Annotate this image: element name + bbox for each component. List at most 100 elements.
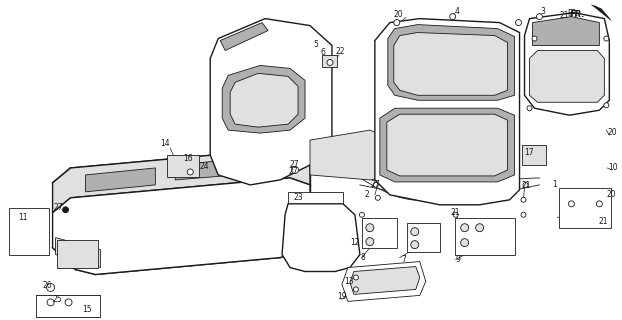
- Text: 1: 1: [552, 180, 557, 189]
- Text: 20: 20: [608, 128, 617, 137]
- Text: 20: 20: [606, 190, 616, 199]
- Circle shape: [461, 239, 468, 247]
- Polygon shape: [230, 73, 298, 127]
- Polygon shape: [529, 51, 605, 102]
- Polygon shape: [9, 208, 49, 255]
- FancyBboxPatch shape: [167, 155, 199, 177]
- Circle shape: [521, 197, 526, 202]
- Polygon shape: [407, 223, 440, 252]
- Circle shape: [450, 14, 456, 20]
- Polygon shape: [394, 33, 508, 95]
- Text: 21: 21: [598, 217, 608, 226]
- Circle shape: [532, 36, 537, 41]
- FancyBboxPatch shape: [288, 192, 343, 204]
- Text: 11: 11: [18, 213, 27, 222]
- Text: FR.: FR.: [567, 9, 579, 18]
- Circle shape: [366, 238, 374, 246]
- Text: 16: 16: [183, 154, 193, 163]
- Polygon shape: [310, 130, 395, 180]
- Polygon shape: [222, 65, 305, 133]
- Text: 21: 21: [522, 181, 531, 190]
- Circle shape: [527, 106, 532, 111]
- Text: 6: 6: [320, 48, 325, 57]
- Text: 3: 3: [540, 7, 545, 16]
- Text: 12: 12: [350, 238, 360, 247]
- Circle shape: [411, 228, 419, 236]
- Polygon shape: [532, 17, 600, 45]
- Circle shape: [604, 103, 609, 108]
- Circle shape: [569, 201, 574, 207]
- Circle shape: [394, 20, 400, 26]
- Text: 19: 19: [337, 292, 346, 301]
- Polygon shape: [592, 5, 611, 20]
- Circle shape: [353, 287, 358, 292]
- Polygon shape: [388, 25, 514, 100]
- Circle shape: [523, 182, 528, 188]
- Text: 20: 20: [394, 10, 404, 19]
- Text: FR.: FR.: [570, 10, 585, 19]
- Polygon shape: [342, 261, 425, 301]
- FancyBboxPatch shape: [559, 188, 611, 228]
- Polygon shape: [380, 108, 514, 182]
- Circle shape: [65, 299, 72, 306]
- Circle shape: [537, 14, 542, 20]
- Circle shape: [375, 195, 380, 200]
- Text: 23: 23: [293, 193, 303, 202]
- Text: 22: 22: [335, 47, 345, 56]
- Circle shape: [476, 224, 484, 232]
- Polygon shape: [85, 168, 156, 192]
- Circle shape: [366, 224, 374, 232]
- Circle shape: [360, 212, 364, 217]
- Circle shape: [373, 182, 378, 188]
- Text: 27: 27: [289, 160, 299, 170]
- Text: 27: 27: [370, 180, 379, 189]
- FancyBboxPatch shape: [57, 240, 98, 268]
- Circle shape: [453, 212, 458, 217]
- Text: 2: 2: [364, 190, 369, 199]
- FancyBboxPatch shape: [35, 295, 101, 317]
- Polygon shape: [282, 204, 360, 271]
- Text: 9: 9: [455, 255, 460, 264]
- Text: 8: 8: [361, 253, 365, 262]
- Text: 17: 17: [525, 148, 534, 156]
- Polygon shape: [375, 19, 519, 205]
- Polygon shape: [175, 157, 260, 180]
- Text: 13: 13: [344, 277, 354, 286]
- Circle shape: [292, 166, 299, 173]
- Polygon shape: [53, 178, 310, 275]
- Text: 21: 21: [560, 11, 569, 20]
- Circle shape: [63, 207, 68, 213]
- Text: 24: 24: [200, 163, 209, 172]
- Polygon shape: [595, 6, 610, 19]
- Polygon shape: [455, 218, 514, 255]
- Circle shape: [327, 60, 333, 65]
- Circle shape: [187, 169, 193, 175]
- Polygon shape: [350, 267, 420, 294]
- Circle shape: [411, 241, 419, 249]
- FancyBboxPatch shape: [322, 55, 337, 68]
- Circle shape: [461, 224, 468, 232]
- Text: 7: 7: [401, 255, 406, 264]
- FancyBboxPatch shape: [521, 145, 547, 165]
- Circle shape: [521, 212, 526, 217]
- Polygon shape: [524, 13, 610, 115]
- Polygon shape: [362, 218, 397, 248]
- Polygon shape: [387, 114, 508, 176]
- Polygon shape: [220, 23, 268, 51]
- Polygon shape: [210, 19, 332, 185]
- Text: 10: 10: [608, 164, 618, 172]
- Polygon shape: [55, 238, 101, 268]
- Circle shape: [353, 275, 358, 280]
- Text: 4: 4: [454, 7, 459, 16]
- Text: 25: 25: [53, 295, 62, 304]
- Circle shape: [47, 299, 54, 306]
- Text: 26: 26: [43, 281, 52, 290]
- Text: 21: 21: [451, 208, 460, 217]
- Text: 27: 27: [53, 203, 63, 212]
- Text: 14: 14: [160, 139, 170, 148]
- Polygon shape: [53, 148, 310, 213]
- Circle shape: [596, 201, 602, 207]
- Text: 5: 5: [313, 40, 318, 49]
- Text: 27: 27: [288, 167, 298, 176]
- Circle shape: [516, 20, 521, 26]
